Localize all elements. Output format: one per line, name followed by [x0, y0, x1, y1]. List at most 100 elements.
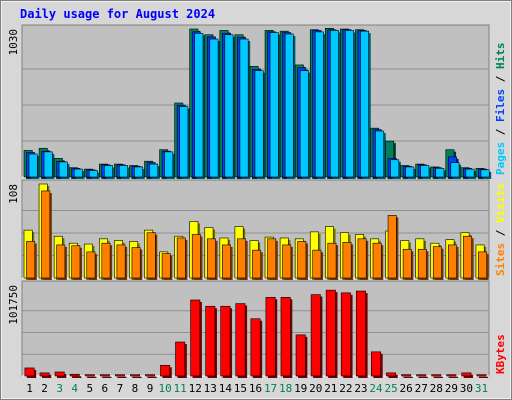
day-label-10: 10: [158, 382, 171, 395]
bar-pages-day-17: [269, 32, 279, 178]
day-label-4: 4: [71, 382, 78, 395]
bar-pages-day-4: [73, 168, 83, 178]
bar-kbytes-day-17: [265, 296, 276, 377]
panel-visits-sites: 108 Sites / Visits: [7, 179, 507, 280]
bar-sites-day-24: [372, 242, 382, 279]
bar-kbytes-day-6-shadow: [102, 376, 112, 378]
bar-pages-day-11: [179, 106, 189, 178]
day-label-12: 12: [189, 382, 202, 395]
series-legend-label: Sites / Visits: [494, 183, 507, 276]
day-label-23: 23: [354, 382, 367, 395]
day-label-11: 11: [174, 382, 187, 395]
bar-kbytes-day-2: [39, 372, 50, 377]
panel-hits-files-pages: 1030 Pages / Files / Hits: [7, 24, 507, 180]
bar-sites-day-28: [432, 246, 442, 279]
bar-pages-day-9: [149, 163, 159, 178]
legend-part: Files: [494, 89, 507, 122]
bar-kbytes-day-18: [280, 296, 291, 377]
bar-sites-day-18: [282, 244, 292, 279]
day-label-18: 18: [279, 382, 292, 395]
bar-pages-day-12: [194, 33, 204, 178]
bar-kbytes-day-5: [84, 374, 95, 377]
bar-pages-day-1: [28, 153, 38, 178]
bar-pages-day-13: [209, 38, 219, 178]
day-label-2: 2: [41, 382, 48, 395]
bar-pages-day-24: [375, 130, 385, 178]
bar-sites-day-3: [56, 244, 66, 279]
bar-kbytes-day-26-shadow: [403, 376, 413, 378]
bar-sites-day-20: [312, 249, 322, 279]
bar-kbytes-day-1: [24, 367, 35, 377]
bar-kbytes-day-31: [476, 374, 487, 377]
bar-pages-day-10: [164, 151, 174, 178]
day-label-24: 24: [369, 382, 383, 395]
bar-kbytes-day-12: [190, 299, 201, 377]
bar-sites-day-11: [176, 237, 186, 279]
day-label-15: 15: [234, 382, 247, 395]
bar-kbytes-day-20: [310, 294, 321, 377]
bar-pages-day-26: [405, 166, 415, 178]
day-label-26: 26: [400, 382, 413, 395]
bar-pages-day-7: [119, 165, 128, 178]
bar-pages-day-19: [299, 70, 309, 178]
bar-kbytes-day-9: [145, 374, 156, 377]
day-label-7: 7: [117, 382, 124, 395]
bar-sites-day-17: [267, 238, 277, 279]
bar-sites-day-4: [71, 245, 81, 279]
bar-kbytes-day-27: [416, 374, 427, 377]
y-max-label: 101750: [7, 285, 20, 325]
bar-pages-day-2: [43, 151, 53, 178]
bar-kbytes-day-2-shadow: [41, 374, 52, 378]
bar-sites-day-14: [222, 244, 231, 279]
day-label-20: 20: [309, 382, 322, 395]
bar-pages-day-3: [58, 161, 68, 178]
day-axis-labels: 1 2 3 4 5 6 7 8 9 10 11 12 13 14 15 16 17 18 19 20 21 22 23 24 2…: [26, 382, 488, 395]
day-label-13: 13: [204, 382, 217, 395]
bar-sites-day-19: [297, 241, 307, 279]
bar-sites-day-26: [402, 248, 412, 279]
bar-pages-day-27: [420, 165, 430, 178]
bar-kbytes-day-30: [461, 372, 472, 377]
bar-pages-day-14: [224, 34, 234, 178]
bar-kbytes-day-15: [235, 303, 246, 377]
bar-sites-day-2: [41, 190, 51, 279]
day-label-5: 5: [86, 382, 93, 395]
bar-sites-day-10: [161, 253, 171, 279]
bar-kbytes-day-7: [114, 374, 125, 377]
bar-kbytes-day-19: [295, 334, 306, 377]
bar-pages-day-28: [435, 168, 445, 178]
day-label-29: 29: [445, 382, 458, 395]
day-label-25: 25: [384, 382, 397, 395]
bar-kbytes-day-11: [175, 341, 186, 377]
bar-pages-day-25: [390, 159, 400, 178]
bar-kbytes-day-27-shadow: [418, 376, 428, 378]
bar-kbytes-day-29: [446, 374, 457, 377]
bar-kbytes-day-24: [371, 351, 381, 377]
day-label-17: 17: [264, 382, 277, 395]
bar-kbytes-day-25: [386, 372, 397, 377]
bar-sites-day-21: [327, 242, 337, 279]
legend-part: Visits: [494, 183, 507, 223]
day-label-6: 6: [102, 382, 109, 395]
bar-kbytes-day-9-shadow: [147, 376, 157, 378]
day-label-31: 31: [475, 382, 488, 395]
bar-sites-day-5: [86, 251, 96, 279]
day-label-28: 28: [430, 382, 443, 395]
day-label-9: 9: [147, 382, 154, 395]
bar-sites-day-16: [252, 249, 262, 279]
bar-kbytes-day-8-shadow: [132, 376, 142, 378]
series-legend-label: KBytes: [494, 334, 507, 374]
bar-sites-day-9: [146, 232, 156, 279]
day-label-21: 21: [324, 382, 337, 395]
bar-kbytes-day-4: [69, 373, 80, 377]
bar-sites-day-27: [417, 248, 427, 279]
bar-sites-day-25: [387, 215, 397, 279]
bar-kbytes-day-5-shadow: [87, 376, 97, 378]
day-label-1: 1: [26, 382, 33, 395]
y-max-label: 108: [7, 184, 20, 204]
bar-kbytes-day-31-shadow: [478, 376, 489, 378]
day-label-19: 19: [294, 382, 307, 395]
bar-sites-day-22: [342, 242, 352, 279]
